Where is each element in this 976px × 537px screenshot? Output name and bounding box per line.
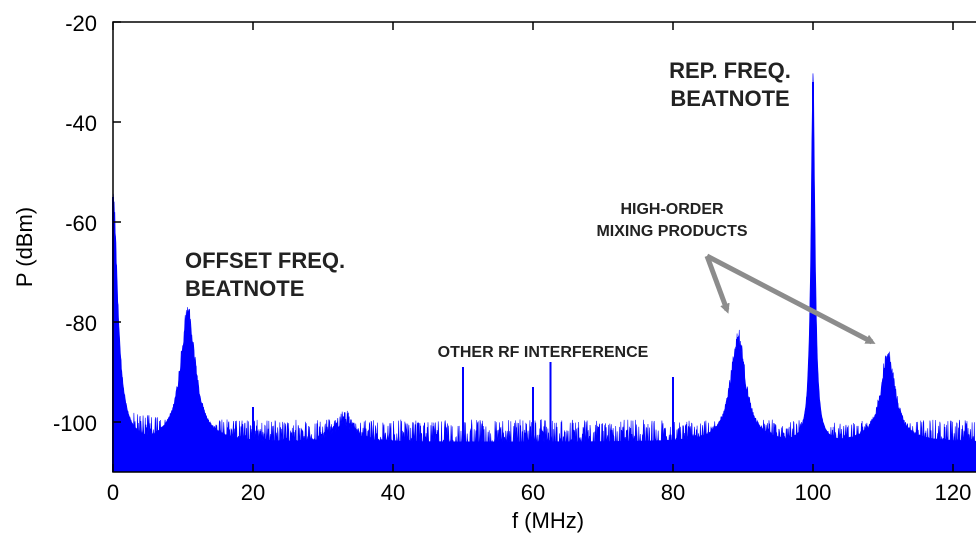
y-tick-label: -40	[65, 111, 97, 136]
y-tick-label: -60	[65, 211, 97, 236]
y-tick-label: -100	[53, 411, 97, 436]
rf-interference-label: OTHER RF INTERFERENCE	[438, 344, 649, 361]
plot-frame	[112, 21, 976, 473]
y-axis-label: P (dBm)	[12, 207, 37, 287]
y-tick-label: -20	[65, 11, 97, 36]
x-tick-label: 100	[795, 480, 832, 505]
x-tick-label: 40	[381, 480, 405, 505]
spectrum-fill	[112, 73, 976, 473]
arrow-to-high-sideband	[705, 253, 876, 345]
x-tick-label: 120	[935, 480, 972, 505]
x-tick-label: 20	[241, 480, 265, 505]
offset-beatnote-label: BEATNOTE	[185, 276, 304, 301]
rep-beatnote-label: REP. FREQ.	[669, 58, 791, 83]
mixing-products-label: MIXING PRODUCTS	[596, 223, 747, 240]
arrow-to-low-sideband	[704, 255, 730, 314]
x-tick-label: 80	[661, 480, 685, 505]
rep-beatnote-label: BEATNOTE	[670, 86, 789, 111]
y-tick-label: -80	[65, 311, 97, 336]
offset-beatnote-label: OFFSET FREQ.	[185, 248, 345, 273]
x-axis-label: f (MHz)	[512, 508, 584, 533]
x-tick-label: 60	[521, 480, 545, 505]
mixing-products-label: HIGH-ORDER	[620, 201, 724, 218]
axis-ticks	[112, 21, 954, 472]
x-tick-label: 0	[107, 480, 119, 505]
